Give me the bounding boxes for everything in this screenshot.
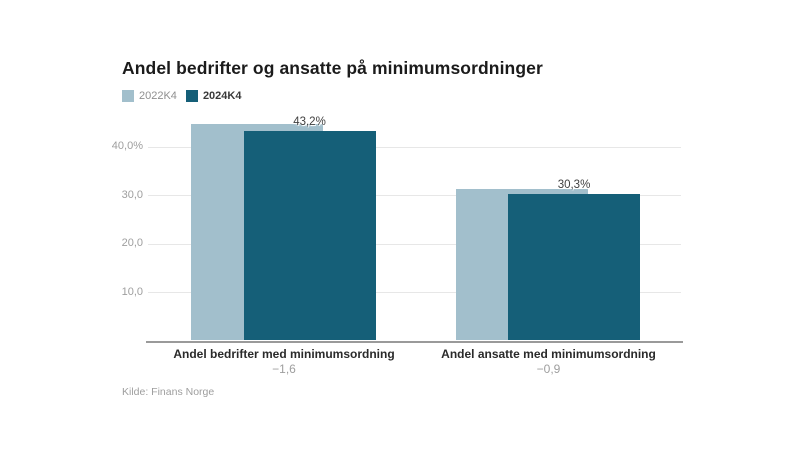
legend-swatch-icon — [185, 90, 198, 102]
bar-2024K4-group1[interactable] — [243, 131, 376, 341]
y-axis-tick-label: 30,0 — [121, 188, 143, 201]
legend-item-2024K4[interactable]: 2024K4 — [185, 90, 242, 102]
chart-title: Andel bedrifter og ansatte på minimumsor… — [122, 58, 543, 78]
y-axis-tick-label: 20,0 — [121, 237, 143, 250]
legend: 2022K4 2024K4 — [122, 90, 241, 102]
gridline — [148, 243, 681, 245]
category-label: Andel ansatte med minimumsordning — [441, 346, 656, 361]
legend-label: 2024K4 — [202, 90, 242, 102]
y-axis-tick-label: 10,0 — [121, 285, 143, 298]
category-label: Andel bedrifter med minimumsordning — [173, 346, 395, 361]
category-sublabel: −0,9 — [536, 361, 561, 376]
bar-value-label: 43,2% — [293, 116, 326, 129]
y-axis-tick-label: 40,0% — [111, 140, 143, 153]
source-note: Kilde: Finans Norge — [122, 386, 215, 398]
bar-value-label: 30,3% — [557, 178, 591, 191]
legend-item-2022K4[interactable]: 2022K4 — [122, 90, 177, 102]
legend-swatch-icon — [122, 90, 134, 102]
category-sublabel: −1,6 — [272, 361, 296, 376]
legend-label: 2022K4 — [139, 90, 177, 102]
gridline — [148, 292, 681, 294]
gridline — [148, 146, 681, 148]
bar-2024K4-group2[interactable] — [508, 193, 640, 341]
gridline — [148, 195, 681, 197]
x-axis-line — [146, 340, 683, 343]
